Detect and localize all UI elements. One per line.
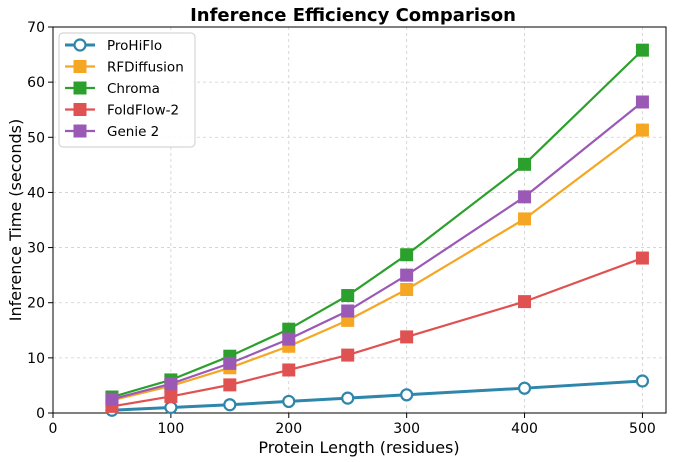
legend-label: Chroma [107, 81, 160, 97]
data-point [635, 95, 649, 109]
x-tick-label: 300 [393, 421, 420, 437]
data-point [164, 389, 178, 403]
y-tick-label: 50 [27, 130, 45, 146]
data-point [400, 248, 414, 262]
data-point [341, 348, 355, 362]
legend-item: RFDiffusion [65, 60, 184, 76]
data-point [282, 394, 296, 409]
legend-marker [73, 103, 87, 116]
legend-marker [73, 38, 87, 52]
series-prohiflo [105, 374, 650, 417]
data-point [400, 268, 414, 282]
data-point [341, 391, 355, 405]
data-point [635, 43, 649, 57]
y-tick-label: 10 [27, 351, 45, 367]
data-point [518, 212, 532, 226]
data-point [341, 289, 355, 303]
legend-label: RFDiffusion [107, 60, 184, 76]
plot-area-frame [52, 26, 667, 414]
series-line [111, 101, 644, 401]
x-tick-label: 100 [158, 421, 185, 437]
data-point [518, 190, 532, 204]
data-point [282, 363, 296, 377]
data-point [400, 330, 414, 344]
x-tick-label: 500 [629, 421, 656, 437]
y-tick-label: 20 [27, 296, 45, 312]
data-point [635, 251, 649, 265]
data-point [223, 378, 237, 392]
x-axis-label: Protein Length (residues) [258, 438, 459, 457]
data-point [223, 356, 237, 370]
legend-box [58, 32, 196, 148]
x-axis: 0 100 200 300 400 500 [49, 413, 656, 437]
y-tick-label: 40 [27, 185, 45, 201]
series-line [111, 257, 643, 408]
legend-item: ProHiFlo [65, 38, 162, 54]
x-tick-label: 0 [49, 421, 58, 437]
legend-label: ProHiFlo [107, 38, 162, 54]
series-foldflow-2 [105, 251, 649, 413]
x-tick-label: 200 [275, 421, 302, 437]
data-point [341, 304, 355, 318]
y-tick-label: 0 [36, 406, 45, 422]
legend-label: FoldFlow-2 [107, 103, 179, 119]
data-point [282, 332, 296, 346]
data-point [164, 377, 178, 391]
legend: ProHiFlo RFDiffusion Chroma FoldFlow-2 Genie… [58, 32, 196, 148]
data-point [400, 282, 414, 296]
series-rfdiffusion [105, 123, 649, 407]
x-tick-label: 400 [511, 421, 538, 437]
legend-item: Chroma [65, 81, 160, 97]
series-line [111, 129, 644, 402]
data-point [518, 157, 532, 171]
data-point [400, 388, 414, 402]
y-axis: 0 10 20 30 40 50 60 70 [27, 20, 53, 422]
series-group [105, 43, 650, 417]
legend-label: Genie 2 [107, 124, 159, 140]
legend-marker [73, 124, 87, 138]
legend-marker [73, 81, 87, 95]
data-point [282, 322, 296, 336]
data-point [635, 123, 649, 137]
series-genie-2 [105, 95, 649, 406]
data-point [518, 295, 532, 309]
data-point [223, 398, 237, 412]
y-tick-label: 60 [27, 75, 45, 91]
y-tick-label: 30 [27, 241, 45, 257]
data-point [105, 392, 119, 406]
data-point [635, 374, 650, 388]
series-line [111, 49, 644, 399]
data-point [164, 400, 178, 415]
legend-marker [73, 60, 87, 73]
legend-item: FoldFlow-2 [65, 103, 179, 119]
y-axis-label: Inference Time (seconds) [6, 119, 25, 321]
y-tick-label: 70 [27, 20, 45, 36]
legend-item: Genie 2 [65, 124, 159, 140]
chart-title: Inference Efficiency Comparison [190, 5, 516, 26]
series-line [111, 379, 643, 412]
data-point [517, 381, 532, 395]
